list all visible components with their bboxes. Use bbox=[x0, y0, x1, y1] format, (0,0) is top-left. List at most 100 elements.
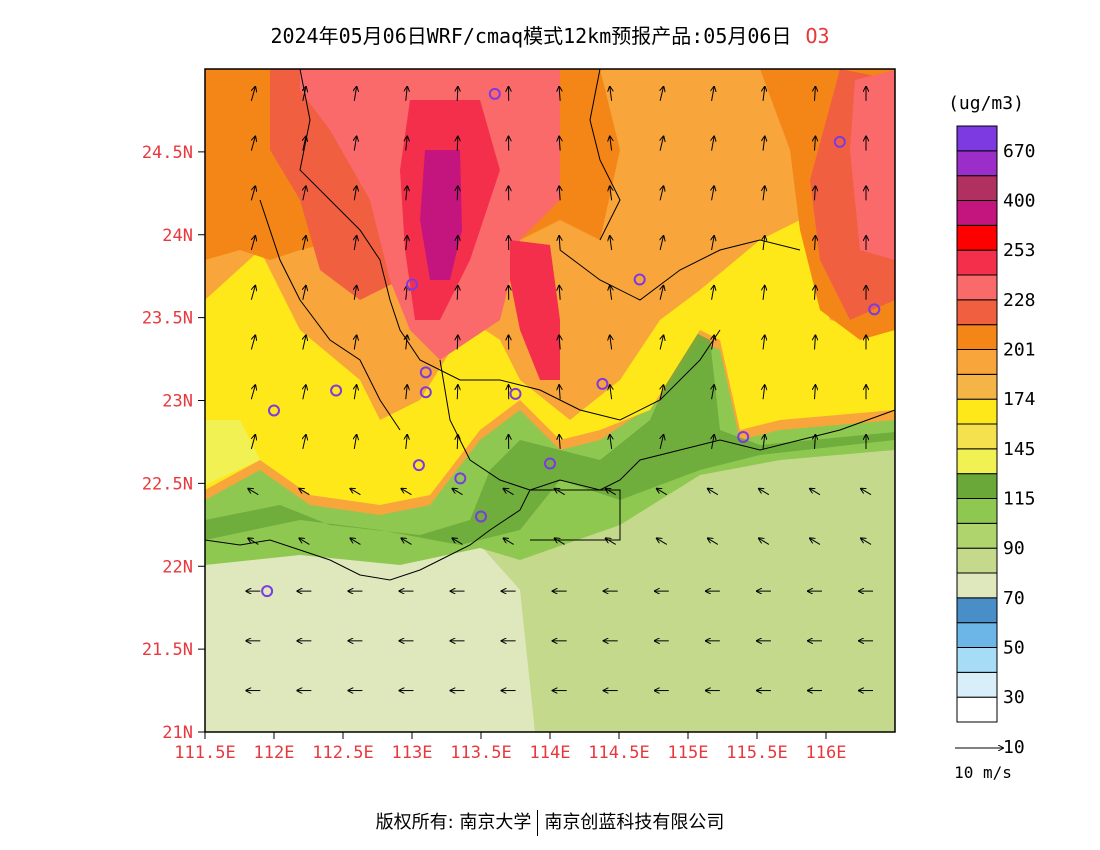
lat-axis: 24.5N 24N 23.5N 23N 22.5N 22N 21.5N 21N bbox=[142, 143, 205, 743]
lon-label: 114.5E bbox=[588, 743, 649, 763]
wind-arrow bbox=[708, 538, 719, 545]
district-border-4 bbox=[589, 69, 621, 241]
wind-arrow bbox=[354, 435, 356, 450]
title-species: O3 bbox=[805, 24, 830, 48]
wind-vectors bbox=[246, 87, 874, 691]
wind-arrow bbox=[350, 538, 361, 545]
field-pink-east bbox=[850, 70, 895, 260]
wind-arrow bbox=[457, 87, 458, 101]
legend-swatch bbox=[956, 522, 998, 549]
legend-label: 400 bbox=[1003, 191, 1036, 212]
legend-swatch bbox=[956, 150, 998, 177]
wind-arrow bbox=[610, 137, 612, 151]
wind-arrow bbox=[401, 489, 412, 496]
wind-arrow bbox=[406, 286, 407, 300]
wind-arrow bbox=[504, 538, 514, 545]
lon-label: 116E bbox=[806, 743, 847, 763]
field-coast-darkgreen bbox=[205, 330, 895, 545]
wind-arrow bbox=[350, 489, 361, 496]
lon-label: 112.5E bbox=[312, 743, 373, 763]
lon-axis: 111.5E 112E 112.5E 113E 113.5E 114E 114.5E 115E… bbox=[174, 732, 846, 763]
wind-arrow bbox=[303, 236, 306, 251]
wind-arrow bbox=[660, 137, 663, 151]
wind-arrow bbox=[559, 286, 560, 300]
wind-arrow bbox=[457, 286, 458, 300]
legend-swatch bbox=[956, 473, 998, 499]
wind-arrow bbox=[606, 489, 616, 496]
wind-arrow bbox=[708, 489, 719, 496]
legend-swatch bbox=[956, 498, 998, 524]
legend-label: 174 bbox=[1003, 389, 1036, 410]
wind-arrow bbox=[457, 137, 458, 151]
wind-arrow bbox=[610, 186, 612, 201]
station-marker bbox=[412, 459, 425, 472]
legend-swatch bbox=[956, 349, 998, 375]
wind-arrow bbox=[354, 335, 356, 350]
wind-arrow bbox=[250, 385, 255, 400]
wind-arrow bbox=[299, 538, 310, 545]
coastline bbox=[205, 409, 895, 581]
wind-arrow bbox=[559, 236, 560, 251]
wind-arrow bbox=[457, 236, 458, 251]
lat-label: 24N bbox=[162, 226, 193, 246]
concentration-field bbox=[205, 69, 895, 732]
wind-arrow bbox=[457, 186, 458, 201]
wind-arrow bbox=[250, 186, 255, 201]
legend-swatch bbox=[956, 200, 998, 226]
legend-swatch bbox=[956, 622, 998, 649]
legend-swatch bbox=[956, 274, 998, 301]
wind-arrow bbox=[759, 489, 770, 496]
wind-arrow bbox=[606, 538, 616, 545]
legend-label: 228 bbox=[1003, 290, 1036, 311]
wind-arrow bbox=[610, 286, 612, 300]
wind-arrow bbox=[303, 137, 306, 151]
legend-swatch bbox=[956, 696, 998, 723]
lon-label: 115.5E bbox=[726, 743, 787, 763]
wind-arrow bbox=[250, 435, 255, 450]
wind-arrow bbox=[610, 435, 612, 450]
station-marker bbox=[596, 377, 609, 390]
wind-arrow bbox=[712, 186, 715, 201]
station-marker bbox=[419, 386, 432, 399]
legend-swatch bbox=[956, 448, 998, 475]
wind-arrow bbox=[559, 385, 560, 400]
wind-arrow bbox=[660, 87, 663, 101]
wind-arrow bbox=[555, 489, 565, 496]
wind-arrow bbox=[303, 87, 306, 101]
wind-arrow bbox=[610, 87, 612, 101]
wind-arrow bbox=[610, 236, 612, 251]
wind-arrow bbox=[660, 236, 663, 251]
legend-swatch bbox=[956, 299, 998, 326]
station-marker bbox=[868, 303, 881, 316]
wind-arrow bbox=[559, 137, 560, 151]
wind-arrow bbox=[712, 137, 715, 151]
footer-right: 南京创蓝科技有限公司 bbox=[544, 812, 725, 833]
wind-arrow bbox=[354, 186, 356, 201]
legend-swatch bbox=[956, 373, 998, 400]
station-marker bbox=[454, 472, 467, 485]
wind-arrow bbox=[457, 435, 458, 449]
legend-label: 670 bbox=[1003, 141, 1036, 162]
wind-arrow bbox=[763, 87, 765, 101]
wind-arrow bbox=[712, 335, 715, 350]
wind-arrow bbox=[815, 137, 816, 151]
lon-label: 115E bbox=[668, 743, 709, 763]
field-sea-green bbox=[480, 445, 895, 732]
wind-arrow bbox=[250, 335, 255, 350]
wind-arrow bbox=[815, 335, 816, 350]
wind-arrow bbox=[559, 87, 560, 101]
wind-arrow bbox=[453, 489, 463, 496]
legend-swatch bbox=[956, 671, 998, 698]
province-border bbox=[299, 69, 721, 421]
wind-scale-label: 10 m/s bbox=[954, 763, 1012, 782]
district-border-2 bbox=[559, 239, 801, 301]
wind-arrow bbox=[406, 87, 407, 101]
wind-arrow bbox=[712, 435, 715, 450]
lat-label: 21.5N bbox=[142, 640, 193, 660]
wind-arrow bbox=[555, 538, 565, 545]
map-title: 2024年05月06日WRF/cmaq模式12km预报产品:05月06日 O3 bbox=[0, 20, 1100, 49]
wind-arrow bbox=[815, 385, 816, 400]
wind-arrow bbox=[406, 385, 407, 400]
wind-arrow bbox=[763, 186, 765, 201]
wind-arrow bbox=[354, 286, 356, 300]
